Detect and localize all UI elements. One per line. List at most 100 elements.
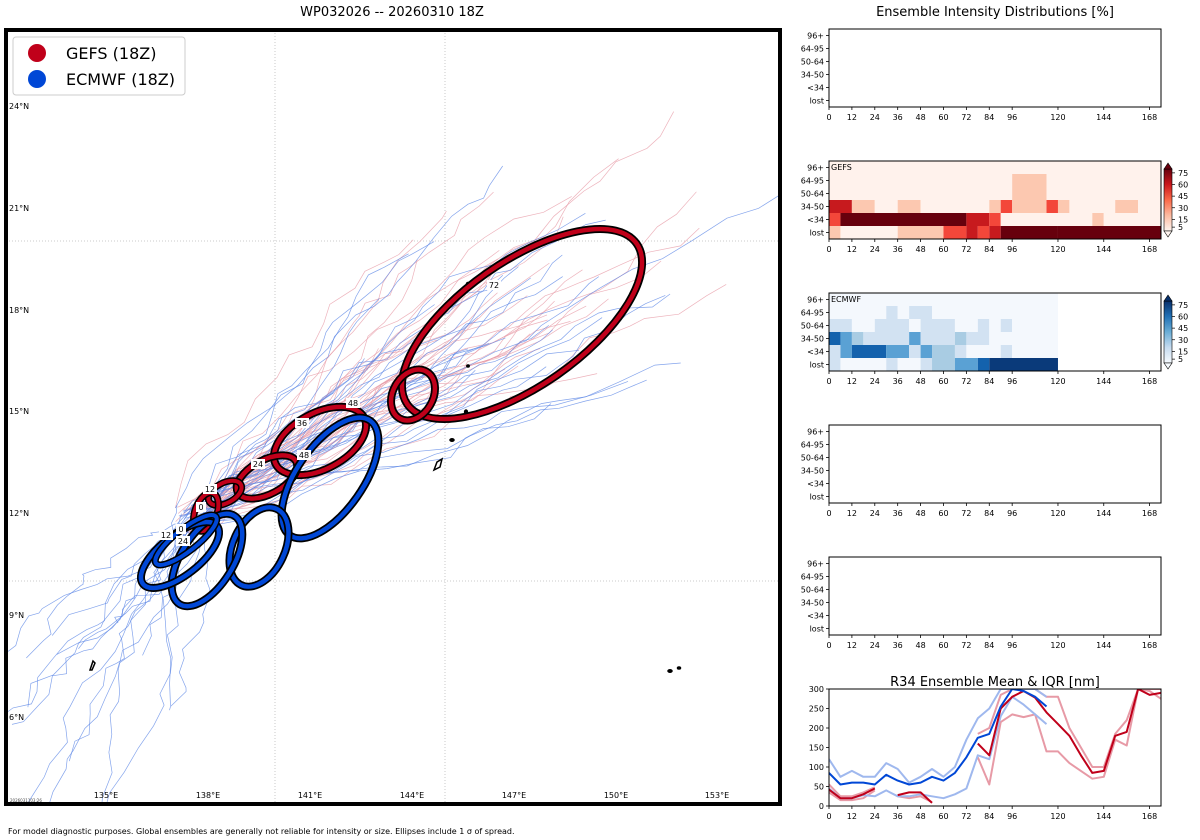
- y-tick-label: 64-95: [801, 309, 824, 318]
- x-tick-label: 12: [847, 812, 857, 821]
- heatmap-cell: [897, 200, 921, 213]
- map-frame: [4, 28, 782, 806]
- x-tick-label: 84: [984, 812, 994, 821]
- x-tick-label: 12: [847, 509, 857, 518]
- x-tick-label: 36: [893, 641, 903, 650]
- legend-marker-ecmwf: [28, 70, 46, 88]
- colorbar-extend-min: [1163, 362, 1173, 370]
- colorbar-tick-label: 75: [1178, 301, 1188, 310]
- x-tick-label: 24: [870, 641, 880, 650]
- y-tick-label: 200: [809, 724, 824, 733]
- y-tick-label: 34-50: [801, 203, 824, 212]
- y-tick-label: 64-95: [801, 177, 824, 186]
- ecmwf-label-12: 12: [159, 530, 173, 540]
- panel-model-label: ECMWF: [831, 295, 861, 304]
- colorbar-tick-label: 5: [1178, 223, 1183, 232]
- heatmap-cell: [1012, 319, 1058, 332]
- island-guam: [432, 457, 444, 472]
- gefs-mean-line: [897, 791, 933, 804]
- x-tick-label: 96: [1007, 113, 1017, 122]
- lat-label: 24°N: [9, 102, 29, 111]
- legend-label-gefs: GEFS (18Z): [66, 44, 156, 63]
- ecmwf-mean-line: [829, 689, 1048, 786]
- heatmap-cell: [874, 319, 910, 332]
- heatmap-cell: [966, 226, 978, 239]
- ecmwf-member-track: [197, 317, 603, 512]
- y-tick-label: 50-64: [801, 190, 824, 199]
- gefs-ellipse-72: [397, 224, 647, 424]
- colorbar-tick-label: 30: [1178, 336, 1188, 345]
- gefs-member-track: [194, 292, 498, 534]
- heatmap-cell: [897, 358, 921, 371]
- heatmap-cell: [1103, 213, 1161, 226]
- heatmap-cell: [829, 213, 841, 226]
- x-tick-label: 144: [1096, 509, 1111, 518]
- heatmap-cell: [920, 332, 955, 345]
- x-tick-label: 48: [915, 509, 925, 518]
- x-tick-label: 96: [1007, 509, 1017, 518]
- x-tick-label: 24: [870, 377, 880, 386]
- heatmap-cell: [954, 345, 967, 358]
- heatmap-cell: [1057, 200, 1070, 213]
- gefs-label-12: 12: [203, 484, 217, 494]
- y-tick-label: 50-64: [801, 322, 824, 331]
- lon-label: 144°E: [400, 791, 424, 800]
- heatmap-cell: [1000, 345, 1013, 358]
- island-palau: [88, 659, 96, 671]
- heatmap-cell: [829, 200, 852, 213]
- heatmap-cell: [1012, 187, 1047, 200]
- y-tick-label: 34-50: [801, 467, 824, 476]
- heatmap-cell: [1012, 174, 1047, 187]
- ecmwf-member-track: [175, 165, 503, 509]
- x-tick-label: 72: [961, 113, 971, 122]
- heatmap-cell: [829, 332, 841, 345]
- x-tick-label: 120: [1050, 113, 1065, 122]
- heatmap-cell: [840, 358, 887, 371]
- lon-label: 138°E: [196, 791, 220, 800]
- x-tick-label: 48: [915, 641, 925, 650]
- y-tick-label: 96+: [807, 164, 824, 173]
- colorbar-extend-max: [1163, 294, 1173, 302]
- legend-item-gefs: GEFS (18Z): [28, 44, 156, 63]
- heatmap-cell: [932, 358, 955, 371]
- x-tick-label: 96: [1007, 641, 1017, 650]
- panel-frame: [828, 160, 1162, 240]
- panel-frame: [828, 424, 1162, 504]
- heatmap-cell: [1115, 200, 1139, 213]
- x-tick-label: 96: [1007, 377, 1017, 386]
- x-tick-label: 168: [1142, 812, 1157, 821]
- heatmap-cell: [1000, 213, 1093, 226]
- legend-box: [12, 36, 186, 96]
- x-tick-label: 84: [984, 509, 994, 518]
- heatmap-cell: [909, 319, 921, 332]
- heatmap-cell: [840, 345, 852, 358]
- ecmwf-member-track: [78, 524, 194, 650]
- x-tick-label: 0: [826, 113, 831, 122]
- svg-text:48: 48: [299, 451, 309, 460]
- x-tick-label: 12: [847, 641, 857, 650]
- heatmap-cell: [1092, 213, 1104, 226]
- heatmap-cell: [829, 174, 1013, 187]
- heatmap-cell: [851, 200, 875, 213]
- x-tick-label: 168: [1142, 245, 1157, 254]
- heatmap-cell: [954, 332, 967, 345]
- lon-label: 147°E: [502, 791, 526, 800]
- heatmap-cell: [966, 213, 990, 226]
- y-tick-label: 64-95: [801, 45, 824, 54]
- heatmap-cell: [932, 306, 1058, 319]
- heatmap-cell: [897, 306, 910, 319]
- y-tick-label: lost: [810, 625, 824, 634]
- colorbar: [1163, 300, 1173, 364]
- y-tick-label: 64-95: [801, 573, 824, 582]
- y-tick-label: lost: [810, 97, 824, 106]
- x-tick-label: 0: [826, 812, 831, 821]
- x-tick-label: 144: [1096, 641, 1111, 650]
- heatmap-cell: [1012, 345, 1058, 358]
- x-tick-label: 60: [938, 509, 948, 518]
- x-tick-label: 24: [870, 245, 880, 254]
- x-tick-label: 24: [870, 509, 880, 518]
- y-tick-label: <34: [807, 216, 824, 225]
- heatmap-cell: [886, 306, 898, 319]
